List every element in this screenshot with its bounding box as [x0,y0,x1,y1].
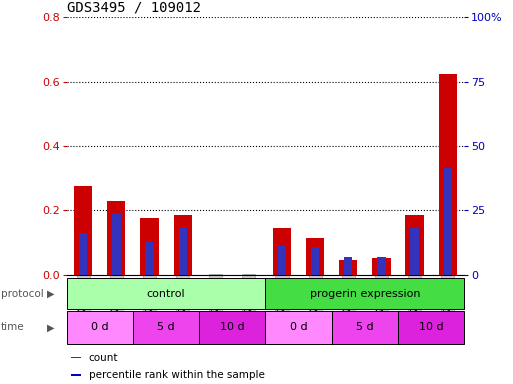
Text: 0 d: 0 d [290,322,307,333]
Bar [141,218,159,275]
Bar [265,278,464,309]
Text: protocol: protocol [1,289,44,299]
Text: 5 d: 5 d [356,322,373,333]
Bar [332,311,398,344]
Text: progerin expression: progerin expression [310,289,420,299]
Bar [278,246,286,275]
Text: control: control [147,289,185,299]
Bar [71,357,81,358]
Bar [74,186,92,275]
Bar [306,238,324,275]
Bar [79,233,87,275]
Bar [179,228,187,275]
Bar [133,311,199,344]
Bar [377,257,386,275]
Bar [339,260,358,275]
Bar [112,214,121,275]
Bar [372,258,390,275]
Bar [410,228,419,275]
Text: time: time [1,322,25,333]
Text: 10 d: 10 d [220,322,245,333]
Bar [439,74,457,275]
Text: ▶: ▶ [47,289,55,299]
Bar [444,169,452,275]
Bar [344,257,352,275]
Bar [173,215,192,275]
Bar [398,311,464,344]
Text: count: count [89,353,118,363]
Text: 10 d: 10 d [419,322,443,333]
Bar [71,374,81,376]
Bar [67,278,265,309]
Bar [145,242,154,275]
Bar [67,311,133,344]
Text: GDS3495 / 109012: GDS3495 / 109012 [67,1,201,15]
Bar [199,311,265,344]
Bar [311,247,319,275]
Bar [107,200,126,275]
Text: 5 d: 5 d [157,322,175,333]
Text: percentile rank within the sample: percentile rank within the sample [89,370,264,380]
Text: ▶: ▶ [47,322,55,333]
Bar [405,215,424,275]
Text: 0 d: 0 d [91,322,109,333]
Bar [273,228,291,275]
Bar [265,311,332,344]
